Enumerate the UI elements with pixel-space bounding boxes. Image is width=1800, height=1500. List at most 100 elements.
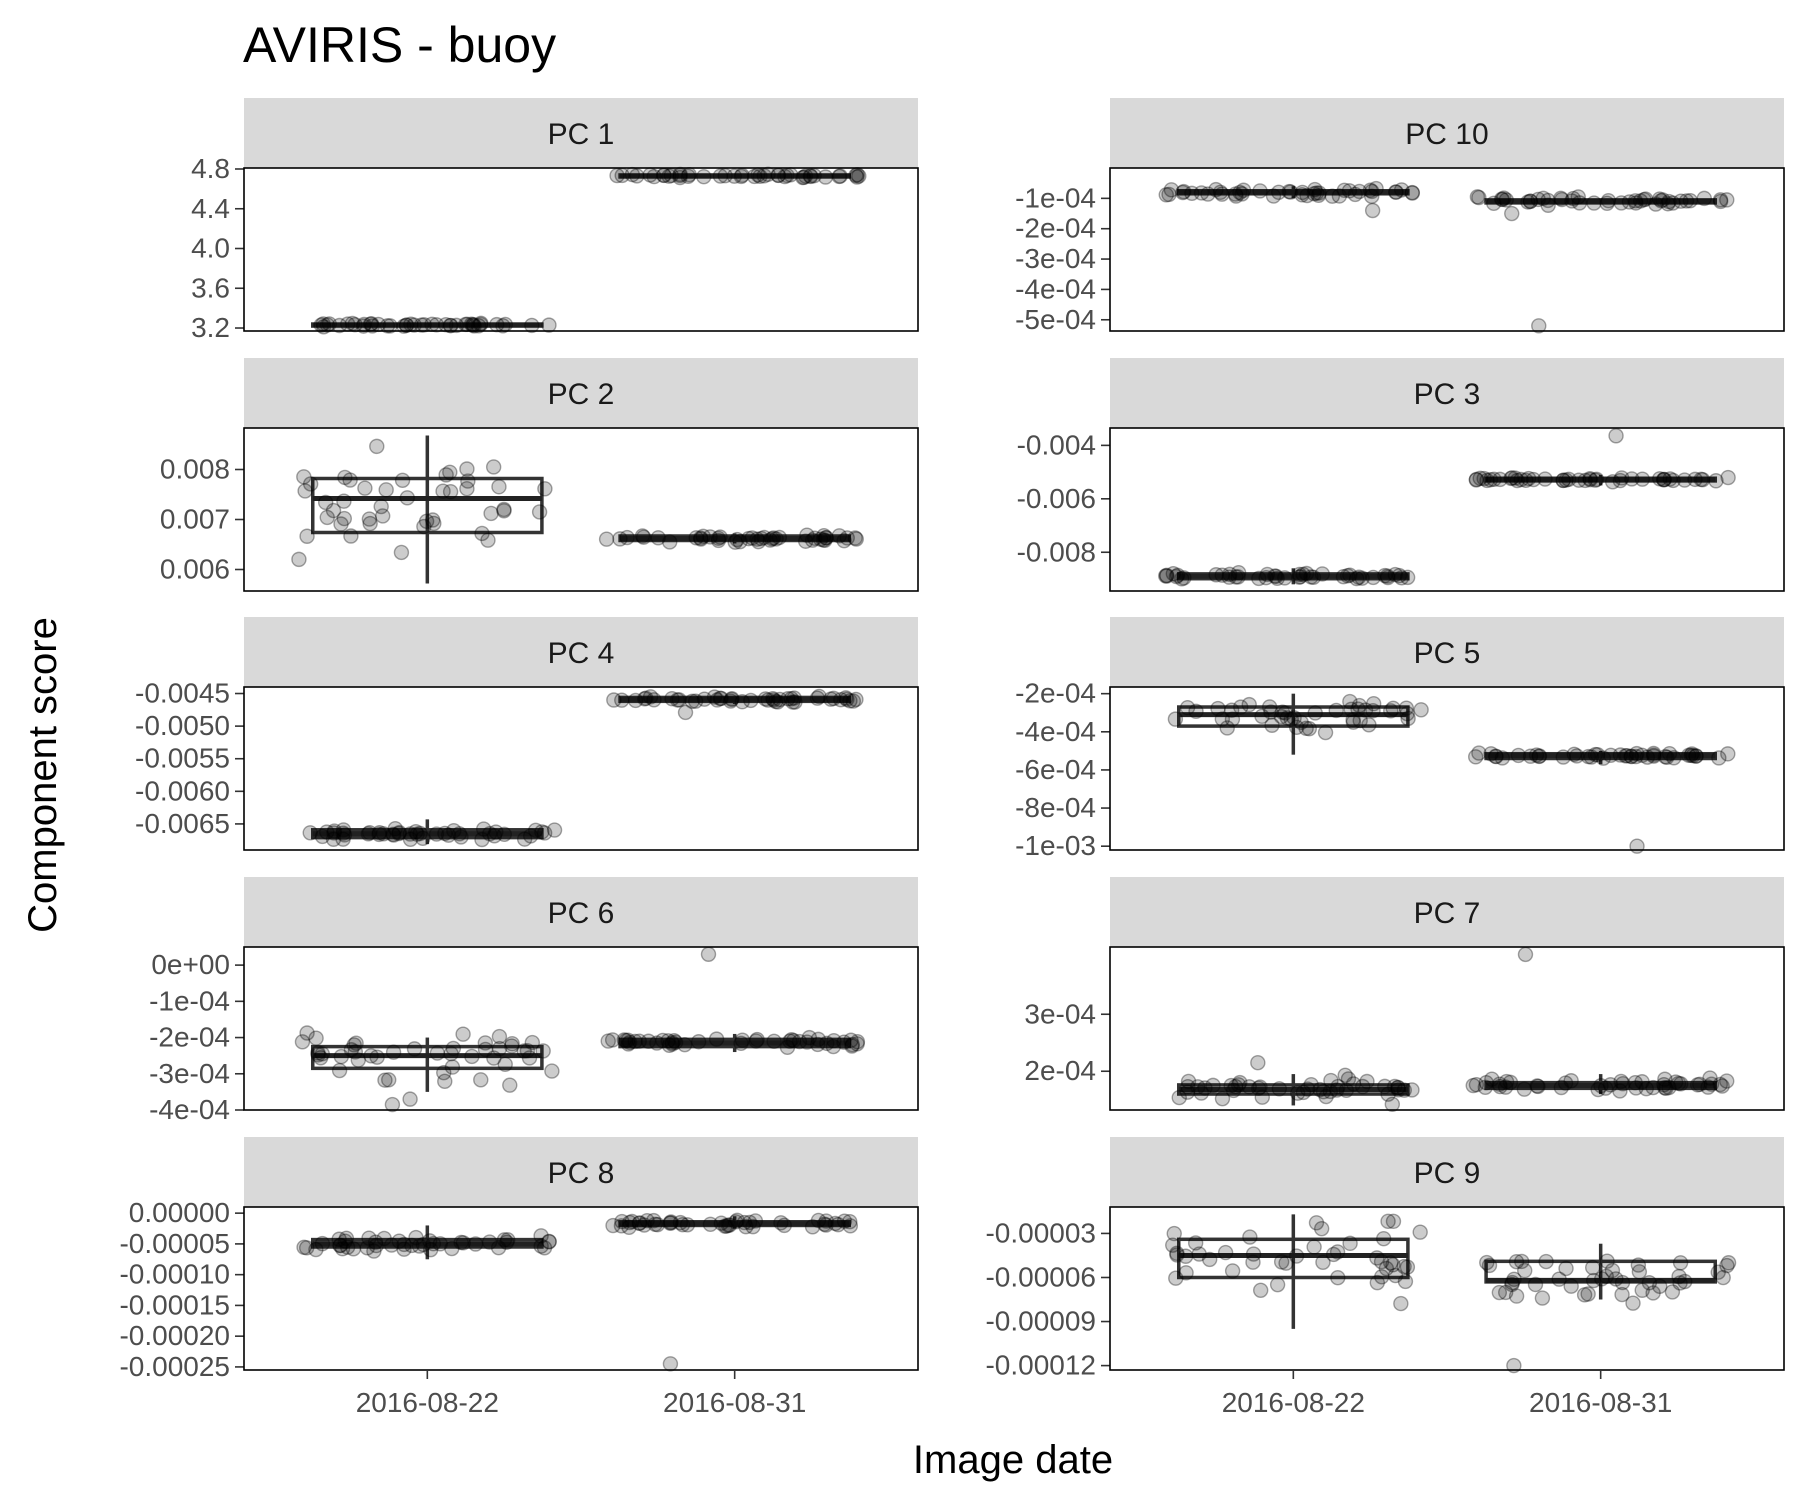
data-point: [695, 528, 711, 545]
data-point: [724, 691, 740, 707]
y-tick-label: -2e-04: [1015, 678, 1096, 709]
data-point: [1673, 193, 1689, 209]
data-point: [1307, 181, 1323, 198]
data-point: [1383, 703, 1399, 719]
data-point: [1683, 747, 1699, 764]
data-point: [1221, 569, 1237, 585]
data-point: [342, 472, 358, 488]
data-point: [618, 1032, 634, 1049]
data-point: [1540, 192, 1556, 209]
data-point: [743, 692, 759, 709]
facet-strip-label: PC 1: [548, 118, 615, 151]
data-point: [1227, 1078, 1244, 1095]
facet-strip-label: PC 5: [1414, 637, 1481, 670]
data-point: [1530, 1078, 1546, 1095]
data-point: [302, 476, 319, 492]
data-point: [1165, 565, 1182, 582]
data-point: [402, 826, 418, 842]
data-point: [1720, 1255, 1737, 1271]
data-point: [836, 1213, 853, 1229]
data-point: [741, 1214, 758, 1231]
data-point: [298, 1240, 315, 1256]
data-point: [1517, 946, 1534, 963]
data-point: [726, 168, 743, 184]
y-tick-label: -5e-04: [1015, 304, 1096, 335]
data-point: [1364, 183, 1380, 200]
data-point: [437, 1073, 453, 1090]
y-tick-label: -0.008: [1017, 536, 1096, 567]
data-point: [1627, 1074, 1643, 1091]
data-point: [1365, 569, 1381, 586]
y-tick-label: -1e-04: [149, 985, 230, 1016]
data-point: [488, 824, 504, 840]
data-point: [1479, 472, 1495, 489]
data-point: [1555, 472, 1571, 489]
data-point: [627, 692, 644, 709]
data-point: [477, 1041, 494, 1058]
data-point: [1311, 185, 1327, 201]
data-point: [825, 1038, 842, 1055]
facet-panel: PC 2 0.008 0.007 0.006: [160, 358, 919, 592]
data-point: [379, 318, 396, 334]
data-point: [391, 1233, 407, 1249]
data-point: [1205, 1077, 1221, 1094]
data-point: [636, 1217, 652, 1233]
data-point: [1602, 1077, 1619, 1093]
data-point: [677, 1036, 693, 1053]
data-point: [1514, 1253, 1530, 1270]
y-tick-label: -4e-04: [1015, 716, 1096, 747]
data-point: [533, 1228, 549, 1244]
data-point: [729, 531, 745, 548]
data-point: [1224, 711, 1241, 727]
data-point: [1504, 1276, 1520, 1293]
data-point: [1250, 1054, 1266, 1071]
data-point: [723, 693, 739, 709]
data-point: [368, 1237, 385, 1254]
data-point: [738, 1218, 754, 1235]
data-point: [787, 694, 803, 710]
data-point: [1383, 1255, 1399, 1271]
data-point: [1158, 567, 1175, 583]
data-point: [1538, 1253, 1554, 1270]
data-point: [802, 168, 819, 184]
data-point: [664, 1034, 680, 1051]
x-tick-label: 2016-08-31: [1529, 1387, 1672, 1418]
data-point: [640, 1033, 657, 1049]
data-point: [1471, 189, 1487, 206]
data-point: [1506, 1271, 1522, 1287]
data-point: [1481, 1257, 1498, 1274]
data-point: [1337, 1067, 1353, 1083]
data-point: [497, 1056, 513, 1072]
data-point: [381, 1072, 397, 1088]
data-point: [429, 1045, 446, 1061]
data-point: [1342, 1235, 1358, 1252]
data-point: [1329, 1244, 1346, 1260]
data-point: [1492, 471, 1508, 488]
data-point: [1676, 472, 1693, 488]
data-point: [537, 481, 553, 497]
data-point: [649, 1035, 665, 1051]
data-point: [377, 1072, 393, 1088]
data-point: [464, 317, 481, 333]
data-point: [1377, 1078, 1393, 1095]
data-point: [1621, 194, 1638, 210]
data-point: [1175, 184, 1191, 201]
data-point: [1369, 1250, 1385, 1266]
data-point: [500, 1232, 516, 1248]
data-point: [1595, 750, 1612, 766]
data-point: [1224, 1263, 1241, 1279]
data-point: [825, 690, 842, 707]
data-point: [1259, 566, 1276, 583]
data-point: [649, 1216, 666, 1233]
data-point: [1522, 748, 1539, 764]
y-tick-label: -4e-04: [149, 1094, 230, 1125]
data-point: [809, 690, 826, 706]
data-point: [1689, 1077, 1706, 1093]
data-point: [804, 1219, 821, 1235]
data-point: [1518, 472, 1534, 489]
data-point: [442, 484, 459, 500]
y-tick-label: -0.0050: [135, 710, 230, 741]
y-tick-label: 4.0: [191, 233, 230, 264]
data-point: [333, 516, 349, 532]
data-point: [1661, 193, 1677, 210]
